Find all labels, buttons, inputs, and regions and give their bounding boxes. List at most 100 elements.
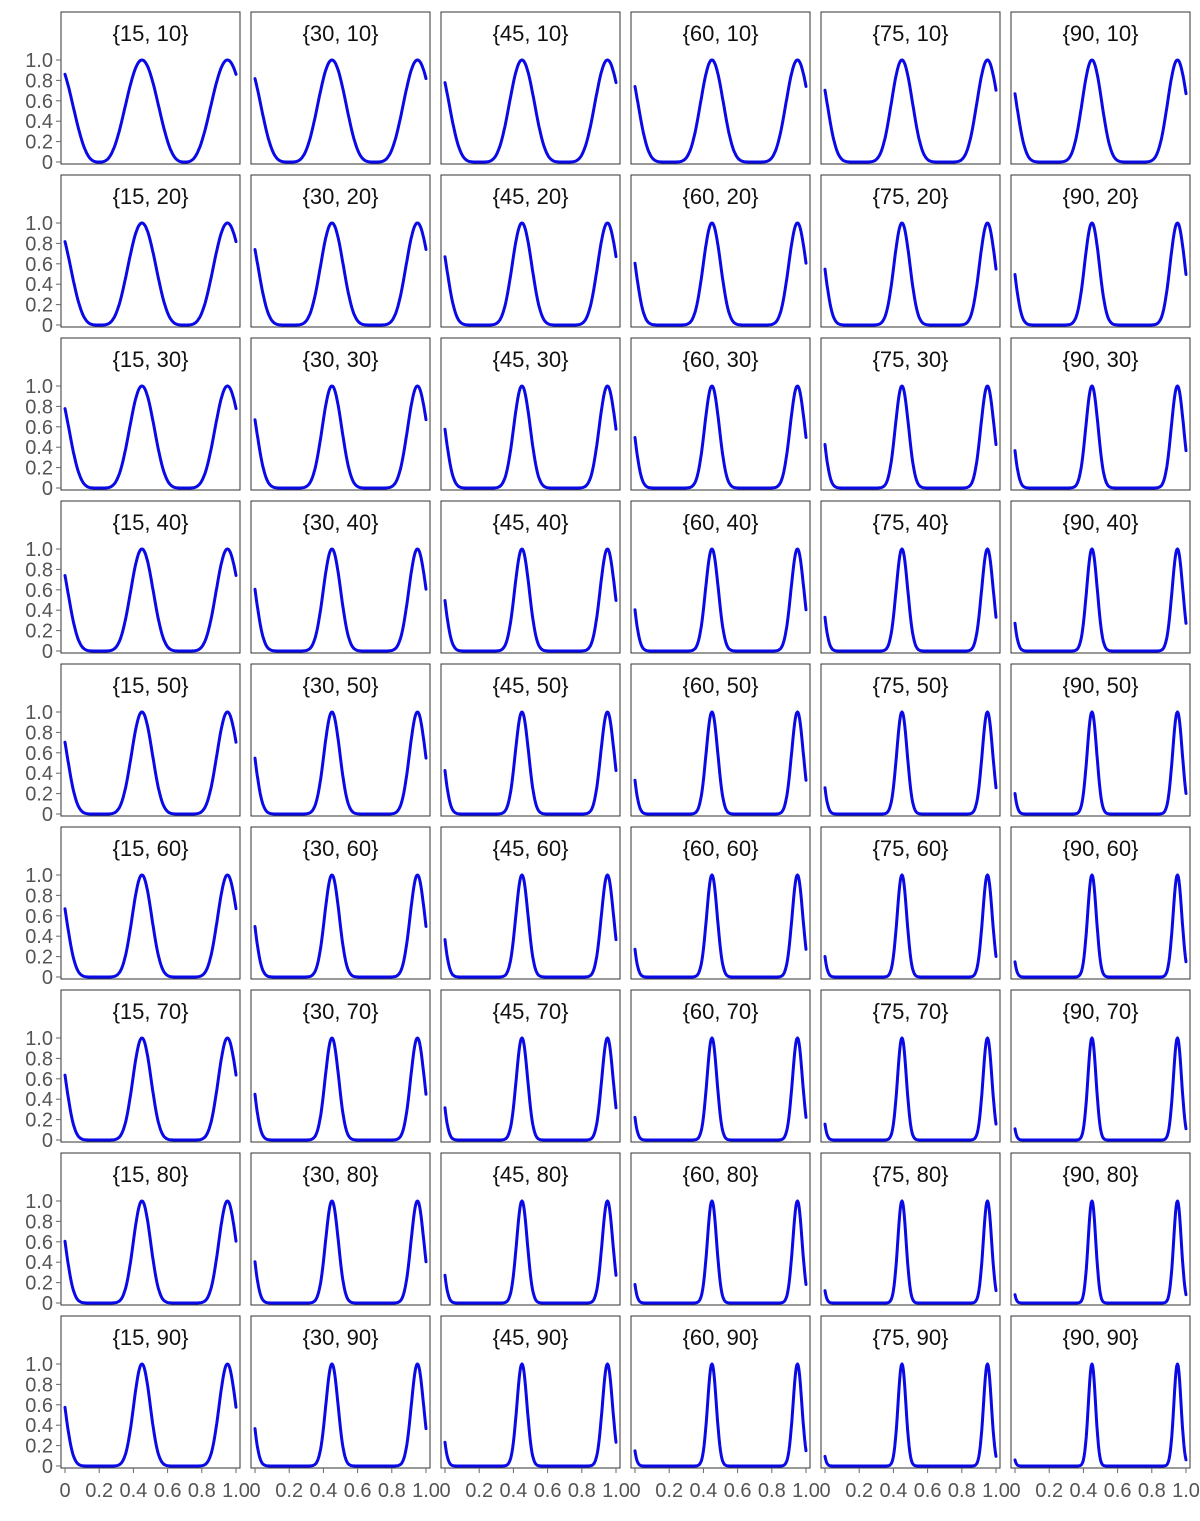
panel-title: {75, 30} (873, 347, 949, 372)
series-line (823, 873, 998, 979)
panel-frame (630, 11, 811, 165)
facet-panel: {45, 40} (440, 500, 621, 654)
facet-panel: {90, 80} (1010, 1152, 1191, 1306)
series-line (633, 710, 808, 816)
panel-title: {45, 80} (493, 1162, 569, 1187)
facet-panel: {15, 30} 00.20.40.60.81.0 (25, 337, 241, 500)
series-line (633, 384, 808, 490)
panel-title: {75, 60} (873, 836, 949, 861)
series-line (443, 873, 618, 979)
y-tick-label: 0.2 (25, 1110, 53, 1132)
panel-frame (250, 1315, 431, 1469)
facet-panel: {45, 90} 0 0.2 0.4 0.6 0.8 1.0 (439, 1315, 630, 1502)
facet-panel: {75, 70} (820, 989, 1001, 1143)
panel-frame (440, 663, 621, 817)
panel-title: {60, 20} (683, 184, 759, 209)
facet-panel: {60, 20} (630, 174, 811, 328)
x-tick-label: 0.6 (914, 1480, 942, 1502)
panel-title: {90, 80} (1063, 1162, 1139, 1187)
panel-frame (440, 500, 621, 654)
panel-title: {75, 80} (873, 1162, 949, 1187)
panel-frame (440, 989, 621, 1143)
panel-frame (60, 663, 241, 817)
series-line (1013, 1362, 1188, 1468)
x-tick-label: 1.0 (982, 1480, 1010, 1502)
panel-title: {75, 50} (873, 673, 949, 698)
series-line (63, 547, 238, 653)
y-tick-label: 0.4 (25, 926, 53, 948)
facet-panel: {90, 50} (1010, 663, 1191, 817)
series-line (443, 221, 618, 327)
series-line (1013, 547, 1188, 653)
panel-frame (440, 11, 621, 165)
series-line (633, 873, 808, 979)
facet-panel: {45, 50} (440, 663, 621, 817)
series-line (823, 547, 998, 653)
y-tick-label: 0.6 (25, 906, 53, 928)
panel-title: {45, 50} (493, 673, 569, 698)
x-tick-label: 0.6 (154, 1480, 182, 1502)
x-tick-label: 0.8 (948, 1480, 976, 1502)
panel-frame (60, 500, 241, 654)
panel-frame (630, 1315, 811, 1469)
panel-frame (630, 337, 811, 491)
panel-frame (250, 337, 431, 491)
panel-title: {15, 80} (113, 1162, 189, 1187)
panel-frame (630, 174, 811, 328)
panel-title: {90, 40} (1063, 510, 1139, 535)
facet-panel: {30, 10} (250, 11, 431, 165)
y-tick-label: 0.8 (25, 233, 53, 255)
panel-frame (1010, 500, 1191, 654)
y-tick-label: 0 (42, 804, 53, 826)
y-tick-label: 1.0 (25, 1354, 53, 1376)
facet-panel: {90, 40} (1010, 500, 1191, 654)
series-line (443, 1036, 618, 1142)
panel-title: {15, 50} (113, 673, 189, 698)
x-tick-label: 0 (819, 1480, 830, 1502)
facet-panel: {30, 50} (250, 663, 431, 817)
facet-panel: {75, 10} (820, 11, 1001, 165)
panel-frame (820, 11, 1001, 165)
panel-title: {90, 60} (1063, 836, 1139, 861)
panel-frame (1010, 1152, 1191, 1306)
series-line (823, 1199, 998, 1305)
panel-title: {30, 40} (303, 510, 379, 535)
series-line (253, 221, 428, 327)
facet-panel: {30, 90} 0 0.2 0.4 0.6 0.8 1.0 (249, 1315, 440, 1502)
x-tick-label: 0 (439, 1480, 450, 1502)
panel-title: {15, 10} (113, 21, 189, 46)
x-tick-label: 0.8 (758, 1480, 786, 1502)
panel-frame (250, 1152, 431, 1306)
panel-title: {60, 30} (683, 347, 759, 372)
x-tick-label: 0.2 (85, 1480, 113, 1502)
series-line (443, 547, 618, 653)
facet-panel: {75, 60} (820, 826, 1001, 980)
series-line (823, 1362, 998, 1468)
series-line (63, 710, 238, 816)
facet-panel: {75, 50} (820, 663, 1001, 817)
x-tick-label: 1.0 (602, 1480, 630, 1502)
panel-title: {30, 30} (303, 347, 379, 372)
series-line (1013, 710, 1188, 816)
series-line (443, 58, 618, 164)
series-line (63, 1199, 238, 1305)
y-tick-label: 0 (42, 641, 53, 663)
y-tick-label: 1.0 (25, 213, 53, 235)
facet-panel: {45, 10} (440, 11, 621, 165)
panel-title: {30, 60} (303, 836, 379, 861)
series-line (443, 384, 618, 490)
y-tick-label: 1.0 (25, 1028, 53, 1050)
series-line (63, 1036, 238, 1142)
panel-title: {45, 10} (493, 21, 569, 46)
panel-frame (250, 663, 431, 817)
panel-frame (440, 174, 621, 328)
x-tick-label: 0.4 (309, 1480, 337, 1502)
y-tick-label: 0.2 (25, 458, 53, 480)
y-tick-label: 0.6 (25, 417, 53, 439)
series-line (253, 547, 428, 653)
x-tick-label: 0.6 (724, 1480, 752, 1502)
panel-title: {15, 20} (113, 184, 189, 209)
x-tick-label: 0.4 (1069, 1480, 1097, 1502)
panel-title: {15, 40} (113, 510, 189, 535)
series-line (1013, 384, 1188, 490)
